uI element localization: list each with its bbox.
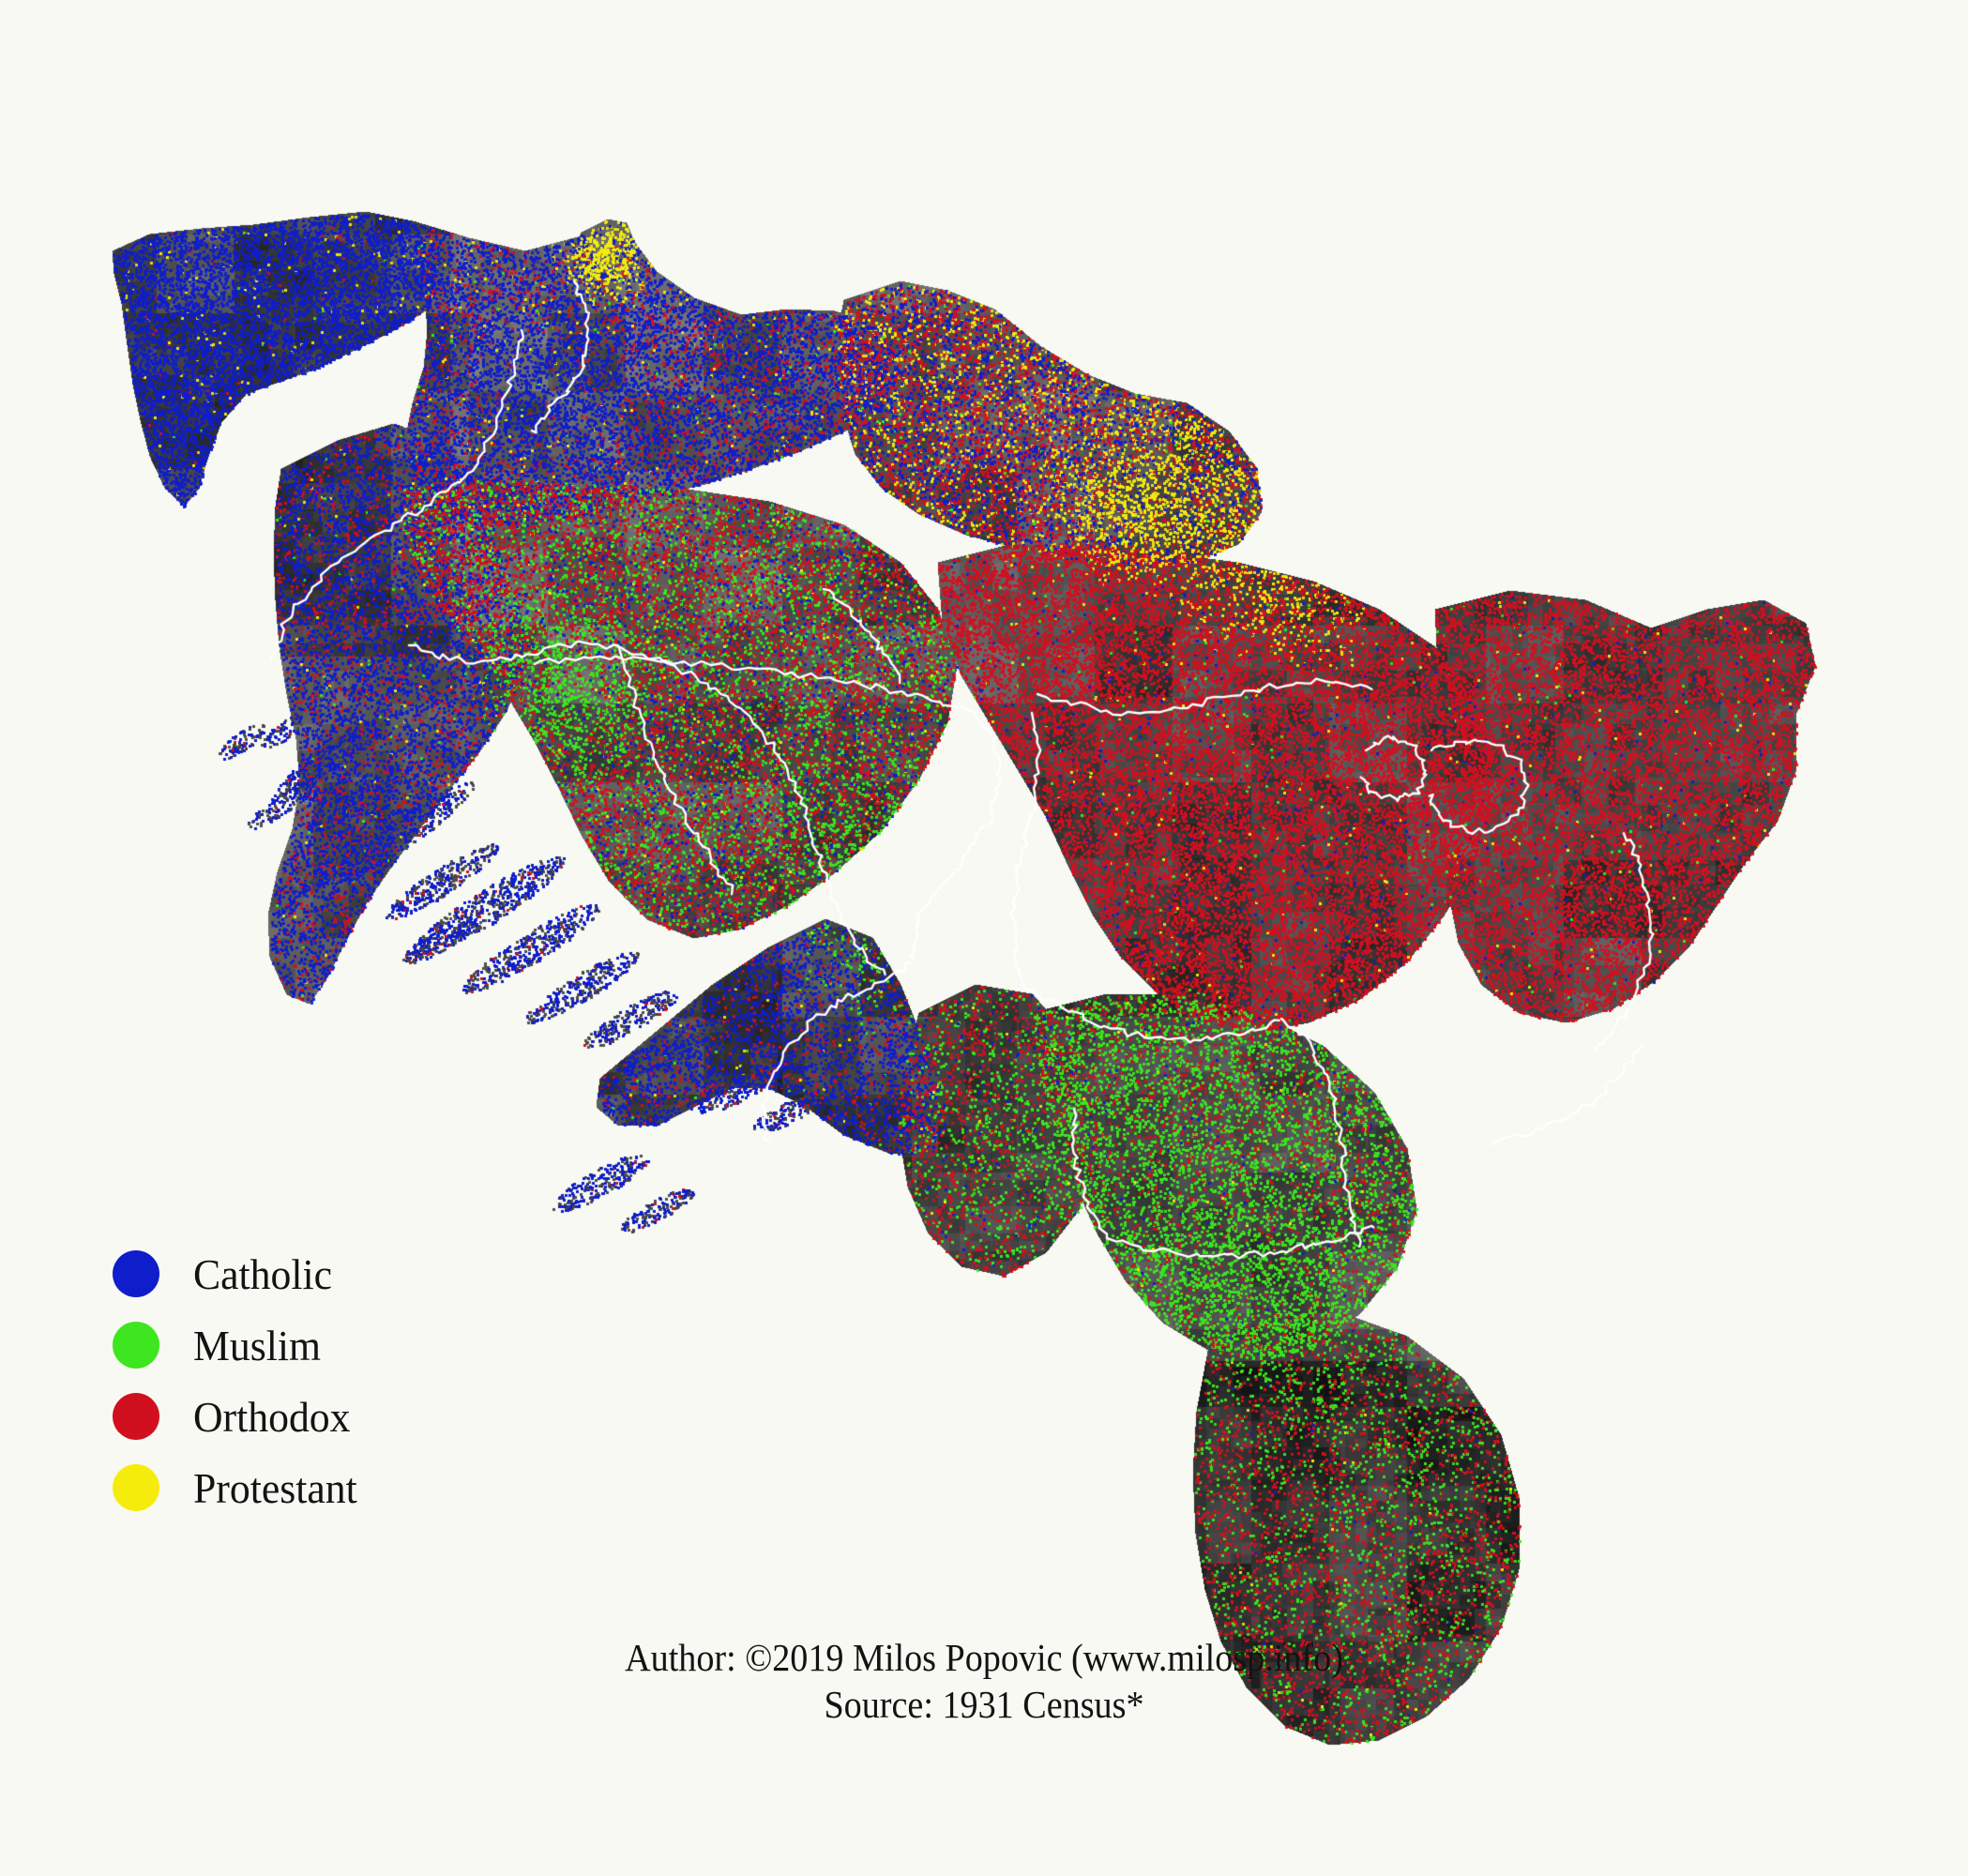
legend-item-catholic[interactable]: Catholic	[113, 1238, 507, 1309]
legend-item-label: Catholic	[193, 1249, 333, 1298]
legend-item-orthodox[interactable]: Orthodox	[113, 1381, 507, 1452]
circle-icon	[113, 1464, 159, 1511]
credits: Author: ©2019 Milos Popovic (www.milosp.…	[0, 1634, 1968, 1728]
credits-author: Author: ©2019 Milos Popovic (www.milosp.…	[625, 1636, 1343, 1679]
credits-source: Source: 1931 Census*	[824, 1683, 1144, 1727]
legend-item-label: Orthodox	[193, 1392, 351, 1441]
circle-icon	[113, 1250, 159, 1297]
circle-icon	[113, 1393, 159, 1440]
legend: Catholic Muslim Orthodox Protestant	[113, 1238, 507, 1523]
legend-item-muslim[interactable]: Muslim	[113, 1309, 507, 1381]
circle-icon	[113, 1322, 159, 1369]
legend-item-label: Protestant	[193, 1463, 357, 1512]
legend-item-label: Muslim	[193, 1321, 321, 1369]
legend-item-protestant[interactable]: Protestant	[113, 1452, 507, 1523]
